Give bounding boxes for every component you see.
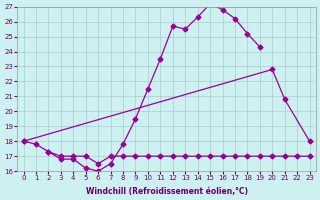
X-axis label: Windchill (Refroidissement éolien,°C): Windchill (Refroidissement éolien,°C)	[85, 187, 248, 196]
